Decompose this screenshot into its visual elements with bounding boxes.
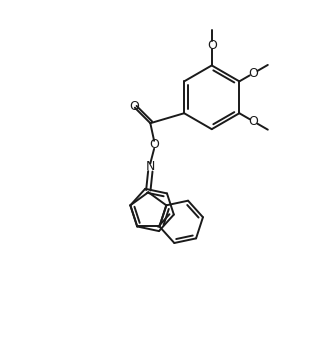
Text: O: O — [149, 138, 159, 151]
Text: N: N — [146, 160, 155, 173]
Text: O: O — [248, 115, 258, 128]
Text: O: O — [248, 67, 258, 80]
Text: O: O — [207, 39, 217, 52]
Text: O: O — [129, 100, 139, 113]
